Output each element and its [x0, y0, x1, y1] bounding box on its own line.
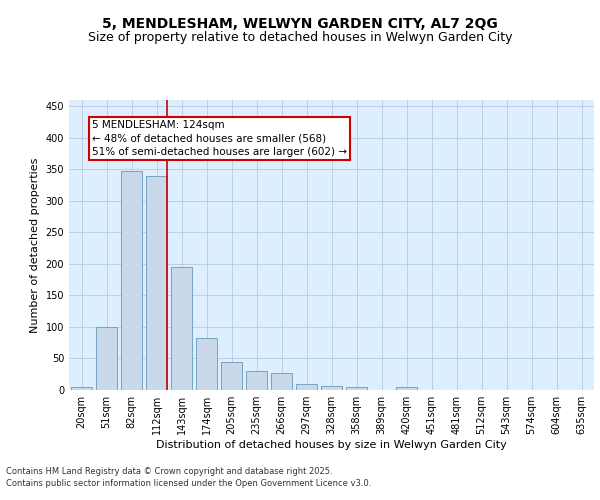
Bar [146, 176, 167, 390]
Text: Size of property relative to detached houses in Welwyn Garden City: Size of property relative to detached ho… [88, 31, 512, 44]
Bar [71, 387, 92, 390]
Bar [396, 387, 417, 390]
Bar [346, 388, 367, 390]
X-axis label: Distribution of detached houses by size in Welwyn Garden City: Distribution of detached houses by size … [156, 440, 507, 450]
Bar [271, 373, 292, 390]
Bar [221, 362, 242, 390]
Text: 5 MENDLESHAM: 124sqm
← 48% of detached houses are smaller (568)
51% of semi-deta: 5 MENDLESHAM: 124sqm ← 48% of detached h… [92, 120, 347, 156]
Bar [321, 386, 342, 390]
Bar [171, 267, 192, 390]
Bar [121, 170, 142, 390]
Text: Contains HM Land Registry data © Crown copyright and database right 2025.
Contai: Contains HM Land Registry data © Crown c… [6, 468, 371, 488]
Bar [296, 384, 317, 390]
Text: 5, MENDLESHAM, WELWYN GARDEN CITY, AL7 2QG: 5, MENDLESHAM, WELWYN GARDEN CITY, AL7 2… [102, 18, 498, 32]
Bar [96, 327, 117, 390]
Bar [246, 371, 267, 390]
Y-axis label: Number of detached properties: Number of detached properties [30, 158, 40, 332]
Bar [196, 338, 217, 390]
